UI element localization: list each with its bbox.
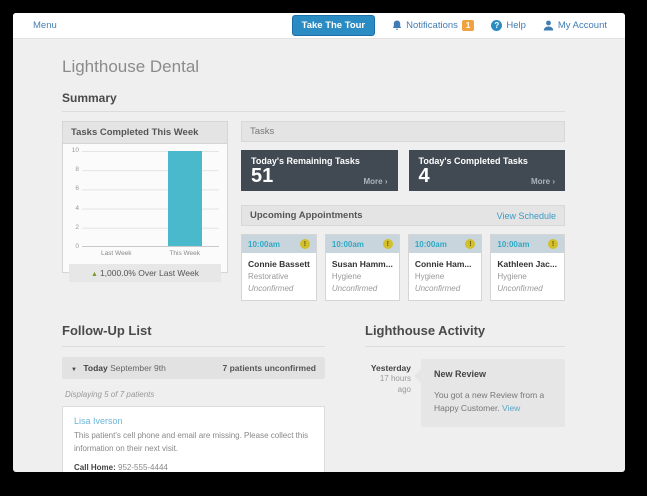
person-icon: [543, 20, 554, 31]
warning-icon: !: [382, 239, 393, 249]
completed-tasks-card[interactable]: Today's Completed Tasks 4 More ›: [408, 150, 565, 191]
topbar-actions: Take The Tour Notifications 1 ? Help My …: [291, 15, 607, 36]
appointment-cards-row: 10:00am ! Connie Bassett Restorative Unc…: [241, 234, 565, 301]
activity-time-ago: 17 hours ago: [379, 374, 411, 395]
follow-up-section: Follow-Up List ▼ Today September 9th 7 p…: [62, 323, 325, 472]
app-window: Menu Take The Tour Notifications 1 ? Hel…: [13, 13, 625, 472]
chart-plot: [82, 151, 219, 247]
chart-x-axis: Last Week This Week: [100, 250, 201, 257]
warning-icon: !: [465, 239, 476, 249]
completed-tasks-more-link[interactable]: More ›: [531, 177, 555, 186]
follow-up-patient-card: Lisa Iverson This patient's cell phone a…: [62, 406, 325, 472]
my-account-label: My Account: [557, 20, 607, 31]
tasks-heading: Tasks: [250, 126, 275, 137]
help-button[interactable]: ? Help: [491, 20, 526, 31]
remaining-tasks-more-link[interactable]: More ›: [363, 177, 388, 186]
patient-name: Connie Bassett: [248, 259, 310, 269]
summary-row: Tasks Completed This Week 10 8 6 4 2 0 Last W…: [62, 121, 565, 301]
patient-name: Connie Ham...: [414, 259, 472, 269]
patient-name: Kathleen Jac...: [497, 259, 557, 269]
warning-icon: !: [299, 239, 310, 249]
group-day: Today: [83, 363, 108, 373]
appointments-heading-bar: Upcoming Appointments View Schedule: [241, 205, 565, 226]
appointment-type: Hygiene: [497, 272, 527, 281]
follow-up-group-bar[interactable]: ▼ Today September 9th 7 patients unconfi…: [62, 357, 325, 379]
follow-up-heading: Follow-Up List: [62, 323, 325, 347]
displaying-count: Displaying 5 of 7 patients: [65, 390, 155, 399]
appointment-status: Unconfirmed: [497, 284, 543, 293]
bottom-row: Follow-Up List ▼ Today September 9th 7 p…: [62, 323, 565, 472]
task-cards-row: Today's Remaining Tasks 51 More › Today'…: [241, 150, 565, 191]
call-home-number: 952-555-4444: [118, 462, 168, 472]
activity-timestamp: Yesterday 17 hours ago: [365, 359, 421, 427]
activity-body-text: You got a new Review from a Happy Custom…: [434, 390, 545, 413]
completed-tasks-value: 4: [418, 165, 430, 187]
appointment-card[interactable]: 10:00am ! Connie Bassett Restorative Unc…: [241, 234, 317, 301]
appointment-card[interactable]: 10:00am ! Kathleen Jac... Hygiene Unconf…: [490, 234, 565, 301]
group-status: 7 patients unconfirmed: [222, 363, 316, 373]
call-home-label: Call Home:: [74, 462, 116, 472]
remaining-tasks-value: 51: [251, 165, 274, 187]
page-title: Lighthouse Dental: [62, 57, 200, 76]
completed-tasks-label: Today's Completed Tasks: [418, 156, 528, 166]
chart-trend-note: ▲ 1,000.0% Over Last Week: [69, 264, 221, 282]
chart-bar: [167, 151, 202, 246]
appointment-type: Restorative: [248, 272, 289, 281]
chart-y-axis: 10 8 6 4 2 0: [71, 147, 79, 250]
trend-up-icon: ▲: [91, 271, 98, 278]
tasks-column: Tasks Today's Remaining Tasks 51 More › …: [241, 121, 565, 301]
tasks-completed-chart-panel: Tasks Completed This Week 10 8 6 4 2 0 Last W…: [62, 121, 228, 282]
activity-day: Yesterday: [370, 363, 411, 373]
chart-title: Tasks Completed This Week: [63, 122, 227, 144]
appointment-type: Hygiene: [414, 272, 445, 281]
activity-title: New Review: [434, 369, 487, 379]
remaining-tasks-label: Today's Remaining Tasks: [251, 156, 360, 166]
top-bar: Menu Take The Tour Notifications 1 ? Hel…: [13, 13, 625, 39]
help-label: Help: [506, 20, 526, 31]
appointment-status: Unconfirmed: [414, 284, 461, 293]
patient-note: This patient's cell phone and email are …: [74, 431, 309, 453]
view-schedule-link[interactable]: View Schedule: [496, 210, 556, 221]
appointment-card[interactable]: 10:00am ! Connie Ham... Hygiene Unconfir…: [407, 234, 483, 301]
page-content: Lighthouse Dental Summary Tasks Complete…: [13, 39, 625, 472]
patient-name: Susan Hamm...: [331, 259, 393, 269]
appointment-time: 10:00am: [248, 239, 281, 249]
bell-icon: [392, 20, 402, 31]
activity-bubble: New Review You got a new Review from a H…: [414, 359, 565, 427]
appointment-time: 10:00am: [497, 239, 530, 249]
remaining-tasks-card[interactable]: Today's Remaining Tasks 51 More ›: [241, 150, 398, 191]
menu-link[interactable]: Menu: [33, 20, 57, 31]
notifications-button[interactable]: Notifications 1: [392, 19, 475, 32]
appointments-heading: Upcoming Appointments: [250, 210, 363, 221]
appointment-card[interactable]: 10:00am ! Susan Hamm... Hygiene Unconfir…: [324, 234, 400, 301]
chart-body: 10 8 6 4 2 0 Last Week This Week: [63, 144, 227, 259]
notifications-label: Notifications: [406, 20, 458, 31]
trend-note-text: 1,000.0% Over Last Week: [99, 268, 199, 278]
activity-item: Yesterday 17 hours ago New Review You go…: [365, 359, 565, 427]
appointment-type: Hygiene: [331, 272, 362, 281]
chart-area: 10 8 6 4 2 0: [69, 147, 219, 250]
activity-section: Lighthouse Activity Yesterday 17 hours a…: [365, 323, 565, 472]
take-the-tour-button[interactable]: Take The Tour: [291, 15, 376, 36]
collapse-triangle-icon: ▼: [71, 367, 77, 373]
appointment-status: Unconfirmed: [248, 284, 294, 293]
tasks-heading-bar: Tasks: [241, 121, 565, 142]
warning-icon: !: [548, 239, 558, 249]
my-account-button[interactable]: My Account: [543, 20, 607, 31]
group-date: September 9th: [110, 363, 166, 373]
question-circle-icon: ?: [491, 20, 503, 31]
patient-name-link[interactable]: Lisa Iverson: [74, 416, 123, 426]
appointment-time: 10:00am: [414, 239, 447, 249]
activity-view-link[interactable]: View: [502, 402, 521, 413]
summary-heading: Summary: [62, 91, 565, 112]
appointment-time: 10:00am: [331, 239, 364, 249]
activity-heading: Lighthouse Activity: [365, 323, 565, 347]
notifications-count-badge: 1: [461, 19, 475, 32]
appointment-status: Unconfirmed: [331, 284, 378, 293]
